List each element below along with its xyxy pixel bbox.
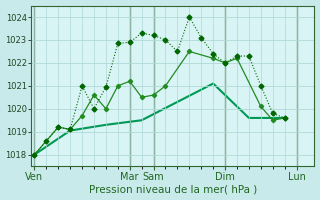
X-axis label: Pression niveau de la mer( hPa ): Pression niveau de la mer( hPa ) <box>89 184 257 194</box>
